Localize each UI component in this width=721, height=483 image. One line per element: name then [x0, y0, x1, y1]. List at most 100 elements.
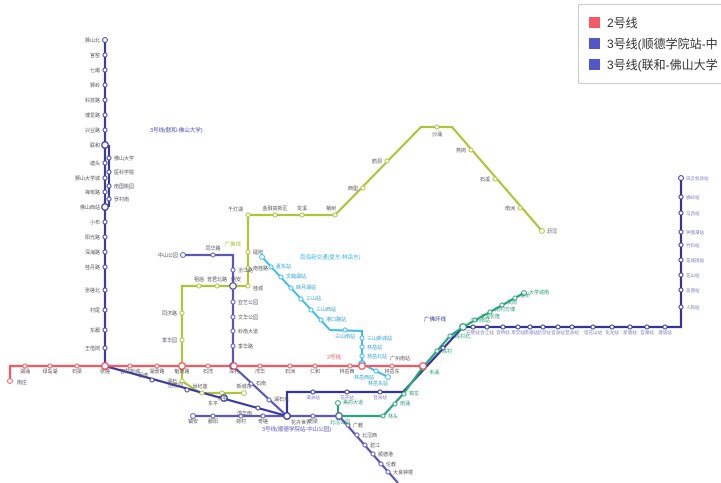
station-dot-石梁[interactable]	[74, 363, 80, 369]
station-dot-大良钟楼[interactable]	[385, 469, 391, 475]
station-dot-南浦站[interactable]	[527, 324, 533, 330]
station-dot-夏东站[interactable]	[268, 264, 274, 270]
station-dot-文华公园[interactable]	[230, 314, 236, 320]
station-dot-广州南站[interactable]	[419, 362, 427, 370]
station-dot-鄱阳[interactable]	[210, 413, 216, 419]
station-dot-化龙站[interactable]	[609, 324, 615, 330]
station-dot-湾华南[interactable]	[255, 405, 261, 411]
station-dot-石壁站[interactable]	[470, 324, 476, 330]
station-dot-湾华[interactable]	[257, 363, 263, 369]
station-dot-镇安[interactable]	[190, 413, 196, 419]
station-dot-伦教[interactable]	[378, 461, 384, 467]
station-dot-广教[interactable]	[345, 422, 351, 428]
station-dot-三山西站[interactable]	[308, 307, 314, 313]
station-dot-澜石东[interactable]	[266, 397, 272, 403]
station-dot-林岳站[interactable]	[359, 344, 365, 350]
station-dot-增城站[interactable]	[662, 324, 668, 330]
station-dot-高增站[interactable]	[678, 287, 684, 293]
station-dot-沥滘站[interactable]	[540, 324, 546, 330]
station-dot-官窑[interactable]	[102, 52, 108, 58]
station-dot-三山站[interactable]	[298, 296, 304, 302]
station-dot-港口路站[interactable]	[318, 317, 324, 323]
station-dot-花卉站[interactable]	[344, 389, 350, 395]
station-dot-东平[interactable]	[220, 394, 228, 402]
route-intercity[interactable]	[285, 178, 683, 416]
station-dot[interactable]	[440, 345, 446, 351]
station-dot-沙涌[interactable]	[434, 124, 440, 130]
station-dot-会江站[interactable]	[484, 324, 490, 330]
station-dot-祖庙[interactable]	[196, 283, 202, 289]
station-dot-北滘西[interactable]	[354, 432, 360, 438]
station-dot-禅炭路[interactable]	[102, 189, 108, 195]
station-dot-金融高新区[interactable]	[272, 212, 278, 218]
station-dot-兴业路[interactable]	[102, 127, 108, 133]
route-line3n[interactable]	[103, 40, 288, 418]
station-dot-仁和[interactable]	[312, 363, 318, 369]
station-dot-湾梁[interactable]	[310, 413, 316, 419]
station-dot-花城街站[interactable]	[678, 257, 684, 263]
station-dot-世纪莲[interactable]	[199, 390, 205, 396]
station-dot-琶洲站[interactable]	[569, 324, 575, 330]
station-dot-南国桃园[interactable]	[106, 183, 112, 189]
legend-item-1[interactable]: 3号线(顺德学院站-中	[589, 33, 721, 54]
station-dot-魁奇路[interactable]	[178, 362, 186, 370]
station-dot-南庄[interactable]	[7, 378, 13, 384]
station-dot-同济路[interactable]	[179, 310, 185, 316]
station-dot-佛山西站[interactable]	[101, 203, 109, 211]
station-dot-草堂站[interactable]	[515, 324, 521, 330]
station-dot[interactable]	[335, 412, 343, 420]
station-dot-罗村南[interactable]	[106, 196, 112, 202]
station-dot-文翰湖站[interactable]	[278, 274, 284, 280]
station-dot-桂城[interactable]	[245, 283, 251, 289]
station-dot-南洲[interactable]	[517, 205, 523, 211]
station-dot-同华路[interactable]	[210, 252, 216, 258]
station-dot-小布[interactable]	[102, 219, 108, 225]
station-dot-季华路[interactable]	[230, 343, 236, 349]
station-dot-狮山北[interactable]	[102, 37, 108, 43]
station-dot-莲花山站[interactable]	[590, 324, 596, 330]
station-dot-广州南站[interactable]	[459, 323, 467, 331]
station-dot-科技路[interactable]	[102, 97, 108, 103]
station-dot-龙溪[interactable]	[299, 212, 305, 218]
station-dot-奇槎[interactable]	[260, 413, 266, 419]
legend-item-0[interactable]: 2号线	[589, 12, 721, 33]
station-dot-西塱[interactable]	[360, 185, 366, 191]
station-dot-汾江路[interactable]	[230, 267, 236, 273]
station-dot-联和[interactable]	[101, 141, 109, 149]
station-dot-王借岗[interactable]	[102, 345, 108, 351]
station-dot-绿岛湖[interactable]	[47, 363, 53, 369]
station-dot-官洲站[interactable]	[555, 324, 561, 330]
station-dot-林岳西站[interactable]	[373, 368, 379, 374]
station-dot-七甫[interactable]	[102, 67, 108, 73]
station-dot-竹料站[interactable]	[678, 242, 684, 248]
station-dot-石洲[interactable]	[287, 363, 293, 369]
station-dot-智慧新城[interactable]	[127, 363, 133, 369]
station-dot-深村[interactable]	[230, 362, 238, 370]
station-dot[interactable]	[358, 362, 366, 370]
station-dot-林岳西[interactable]	[347, 363, 353, 369]
station-dot-石南[interactable]	[248, 381, 254, 387]
station-dot-东鄱[interactable]	[102, 327, 108, 333]
station-dot-菊树[interactable]	[332, 212, 338, 218]
station-dot-钟落潭站[interactable]	[678, 229, 684, 235]
station-dot-官桥站[interactable]	[500, 324, 506, 330]
station-dot-普君北路[interactable]	[214, 283, 220, 289]
station-dot-石湾[interactable]	[205, 363, 211, 369]
station-dot-南涌[interactable]	[392, 401, 398, 407]
station-dot-碧江[interactable]	[362, 442, 368, 448]
station-dot-映月湖站[interactable]	[288, 285, 294, 291]
route-nh1[interactable]	[261, 256, 391, 379]
legend-item-2[interactable]: 3号线(联和-佛山大学	[589, 54, 721, 75]
station-dot-鹤洞[interactable]	[384, 158, 390, 164]
station-dot-博爱路[interactable]	[102, 112, 108, 118]
station-dot-林岳北站[interactable]	[359, 353, 365, 359]
station-dot[interactable]	[259, 254, 265, 260]
station-dot-中山公园[interactable]	[180, 252, 186, 258]
station-dot-张槎[interactable]	[101, 362, 109, 370]
station-dot[interactable]	[229, 282, 237, 290]
station-dot-潭洲站[interactable]	[310, 389, 316, 395]
station-dot-礌岗[interactable]	[245, 249, 251, 255]
station-dot-湖景路[interactable]	[154, 363, 160, 369]
station-dot-燕岗[interactable]	[468, 147, 474, 153]
station-dot-花山站[interactable]	[678, 272, 684, 278]
